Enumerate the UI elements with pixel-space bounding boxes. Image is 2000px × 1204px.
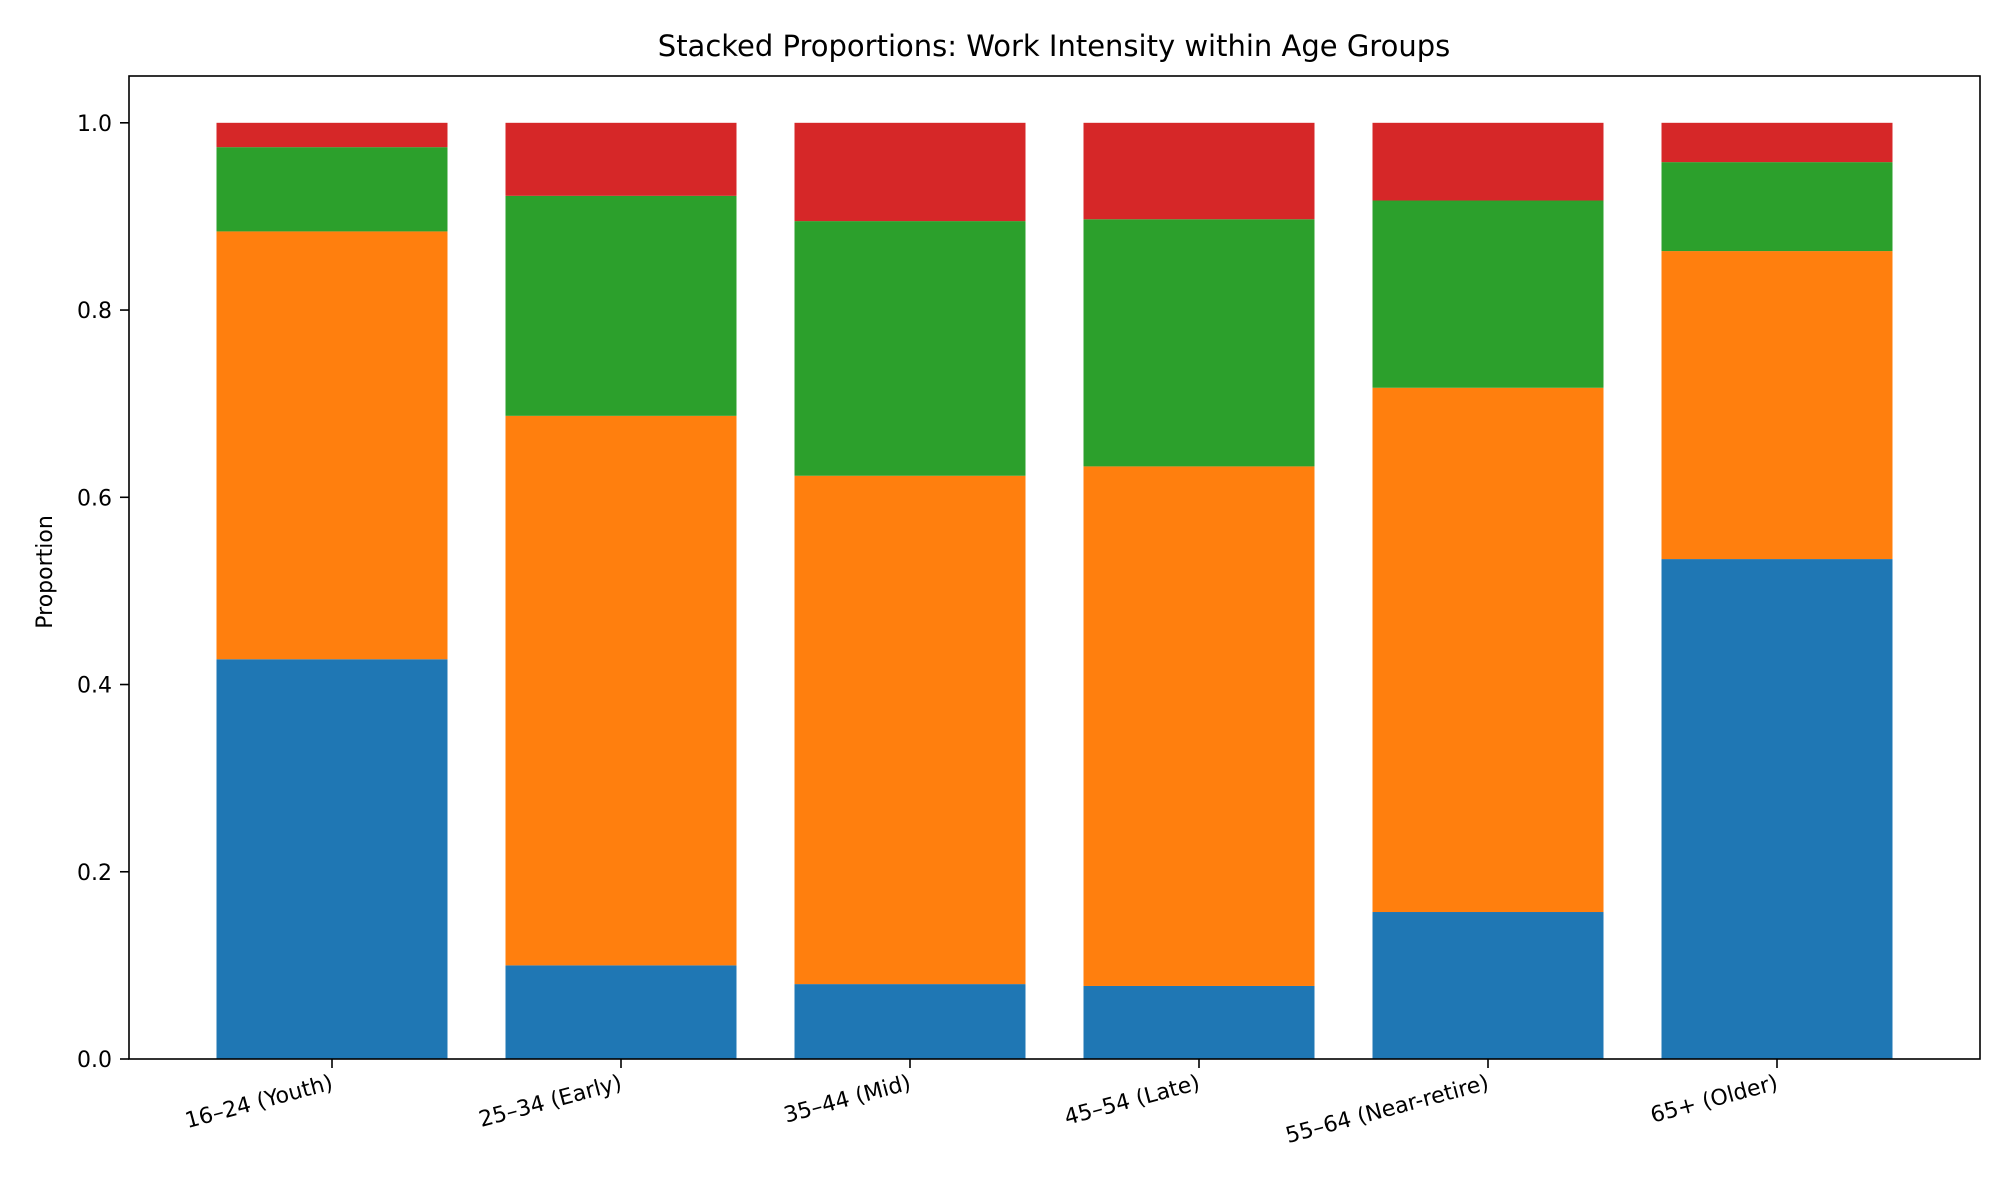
x-tick-label: 45–54 (Late) <box>1062 1071 1203 1131</box>
bar-segment <box>1661 162 1893 252</box>
y-axis: 0.0 0.2 0.4 0.6 0.8 1.0 <box>77 112 129 1073</box>
plot-frame <box>128 75 1981 1060</box>
bar-segment <box>505 415 737 966</box>
bar-segment <box>1661 251 1893 560</box>
bar-segment <box>1083 466 1315 986</box>
bar-segment <box>794 122 1026 222</box>
bar-segment <box>1372 122 1604 201</box>
y-tick-label: 1.0 <box>77 112 112 137</box>
x-tick-label: 65+ (Older) <box>1648 1071 1781 1129</box>
x-tick-label: 55–64 (Near-retire) <box>1283 1071 1491 1149</box>
y-tick-label: 0.8 <box>77 299 112 324</box>
y-tick-label: 0.6 <box>77 486 112 511</box>
bar-segment <box>1372 200 1604 388</box>
bar-segment <box>1083 219 1315 467</box>
bar-segment <box>505 965 737 1059</box>
bar-segment <box>794 475 1026 985</box>
chart-title: Stacked Proportions: Work Intensity with… <box>658 29 1450 63</box>
bar-segment <box>1372 387 1604 913</box>
bar-segment <box>1372 912 1604 1059</box>
y-axis-label: Proportion <box>33 515 58 629</box>
x-tick-label: 35–44 (Mid) <box>781 1071 913 1129</box>
bar-segment <box>505 122 737 196</box>
bar-segment <box>1083 122 1315 220</box>
bar-segment <box>1661 559 1893 1059</box>
bar-segment <box>1083 985 1315 1059</box>
y-tick-label: 0.0 <box>77 1048 112 1073</box>
bar-segment <box>505 195 737 416</box>
x-tick-label: 25–34 (Early) <box>476 1071 624 1133</box>
y-tick-label: 0.4 <box>77 674 112 699</box>
bar-segment <box>216 659 448 1059</box>
bar-segment <box>216 122 448 148</box>
bar-segment <box>216 231 448 660</box>
x-tick-label: 16–24 (Youth) <box>183 1071 336 1134</box>
bar-segment <box>216 147 448 232</box>
bar-segment <box>794 221 1026 476</box>
bar-segment <box>1661 122 1893 163</box>
y-tick-label: 0.2 <box>77 861 112 886</box>
x-axis: 16–24 (Youth) 25–34 (Early) 35–44 (Mid) 45–… <box>183 1059 1781 1149</box>
bar-segment <box>794 984 1026 1059</box>
bars-group <box>216 122 1893 1059</box>
